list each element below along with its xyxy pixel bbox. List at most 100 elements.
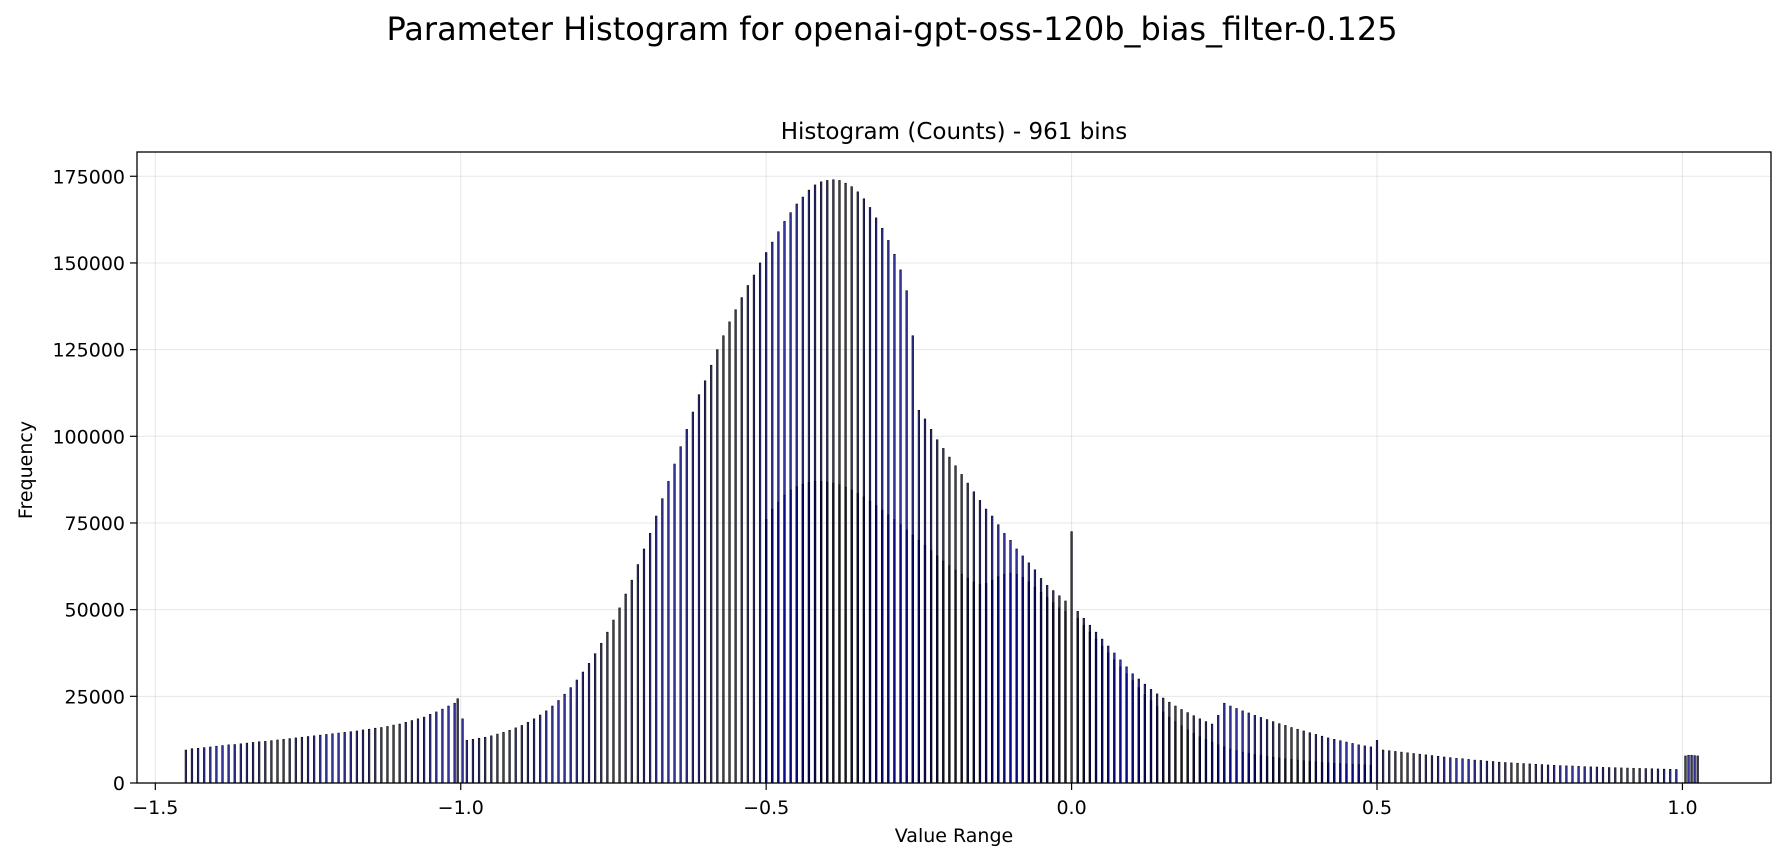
histogram-bar (190, 748, 194, 784)
histogram-bar (1339, 763, 1342, 784)
histogram-bar (1589, 766, 1592, 784)
histogram-bar (649, 533, 652, 784)
y-tick-label: 150000 (52, 253, 125, 275)
histogram-bar (1327, 762, 1330, 784)
histogram-bar (661, 498, 664, 784)
histogram-bar (545, 710, 548, 784)
histogram-bar (594, 653, 597, 784)
histogram-bar (972, 581, 975, 784)
histogram-bar (215, 745, 218, 784)
histogram-bar (703, 380, 707, 784)
histogram-bar (844, 486, 847, 784)
histogram-bar (1162, 711, 1165, 784)
histogram-bar (1088, 631, 1092, 784)
histogram-bar (1626, 767, 1629, 784)
histogram-bar (453, 702, 456, 784)
y-tick-label: 25000 (65, 686, 125, 708)
x-axis-label: Value Range (895, 825, 1013, 847)
histogram-bar (587, 663, 591, 784)
histogram-bar (942, 560, 945, 784)
histogram-bar (856, 493, 859, 784)
histogram-bar (1406, 752, 1409, 784)
axis-ticks: −1.5 −1.0 −0.5 0.0 0.5 1.0 0 25000 50000 75000 100… (52, 166, 1697, 819)
histogram-bar (777, 501, 780, 784)
histogram-bar (685, 429, 688, 784)
histogram-bar (239, 743, 242, 784)
histogram-bar (1632, 767, 1635, 784)
histogram-bar (1436, 755, 1440, 784)
histogram-bar (1491, 761, 1495, 784)
histogram-bar (752, 274, 756, 784)
histogram-bar (1223, 746, 1226, 784)
histogram-bar (1583, 766, 1586, 784)
histogram-bar (1375, 740, 1379, 784)
histogram-bar (1690, 754, 1693, 784)
y-tick-label: 50000 (65, 600, 125, 622)
histogram-bar (1003, 573, 1006, 784)
histogram-bar (270, 740, 273, 784)
histogram-bar (456, 698, 459, 784)
histogram-bar (343, 732, 346, 784)
histogram-bar (1320, 762, 1324, 784)
histogram-bar (832, 482, 835, 784)
histogram-bar (416, 718, 420, 784)
histogram-bar (325, 734, 328, 784)
histogram-bar (258, 741, 261, 784)
histogram-bar (276, 739, 279, 784)
x-tick-label: 0.0 (1056, 797, 1086, 819)
histogram-bar (306, 736, 310, 784)
histogram-bar (917, 540, 920, 784)
histogram-bar (471, 739, 475, 784)
histogram-bar (936, 555, 939, 784)
histogram-bar (1308, 761, 1311, 784)
histogram-bar (765, 519, 768, 784)
histogram-bar (1082, 624, 1085, 784)
histogram-bar (1070, 531, 1073, 784)
histogram-bar (490, 735, 493, 784)
histogram-bar (1210, 742, 1214, 784)
histogram-bar (1424, 754, 1427, 784)
histogram-bar (484, 736, 487, 784)
histogram-bar (813, 481, 817, 784)
histogram-bar (1418, 753, 1421, 784)
histogram-bar (1186, 729, 1189, 784)
histogram-bar (1333, 762, 1336, 784)
histogram-bar (1131, 680, 1134, 784)
histogram-bar (496, 733, 499, 784)
histogram-bar (716, 349, 719, 784)
histogram-bar (1546, 764, 1550, 784)
histogram-bar (1510, 762, 1513, 784)
histogram-bar (288, 738, 291, 784)
histogram-bar (862, 496, 865, 784)
histogram-bar (758, 262, 762, 784)
histogram-bar (1174, 721, 1177, 784)
histogram-bar (539, 714, 542, 784)
histogram-bar (1143, 694, 1146, 784)
histogram-bar (264, 741, 267, 784)
histogram-bar (1449, 757, 1452, 784)
histogram-bar (251, 742, 255, 784)
plot-frame (136, 151, 1772, 784)
histogram-bar (1027, 581, 1030, 784)
histogram-bar (783, 494, 786, 784)
histogram-bar (1369, 765, 1372, 784)
histogram-bar (1253, 754, 1256, 784)
histogram-bar (1180, 725, 1183, 784)
histogram-bar (1345, 763, 1348, 784)
histogram-bar (1314, 761, 1318, 784)
histogram-bar (1644, 768, 1647, 784)
histogram-bar (795, 486, 798, 784)
histogram-bar (1516, 762, 1519, 784)
histogram-bar (1534, 763, 1537, 784)
histogram-bar (954, 569, 957, 784)
histogram-bar (1101, 645, 1104, 784)
x-tick-label: 0.5 (1362, 797, 1392, 819)
histogram-bar (1388, 750, 1391, 784)
axes-title: Histogram (Counts) - 961 bins (781, 119, 1128, 145)
histogram-bar (1608, 767, 1611, 784)
histogram-bar (184, 749, 187, 784)
histogram-bar (881, 509, 884, 784)
histogram-bar (655, 515, 658, 784)
histogram-bar (1577, 766, 1580, 784)
